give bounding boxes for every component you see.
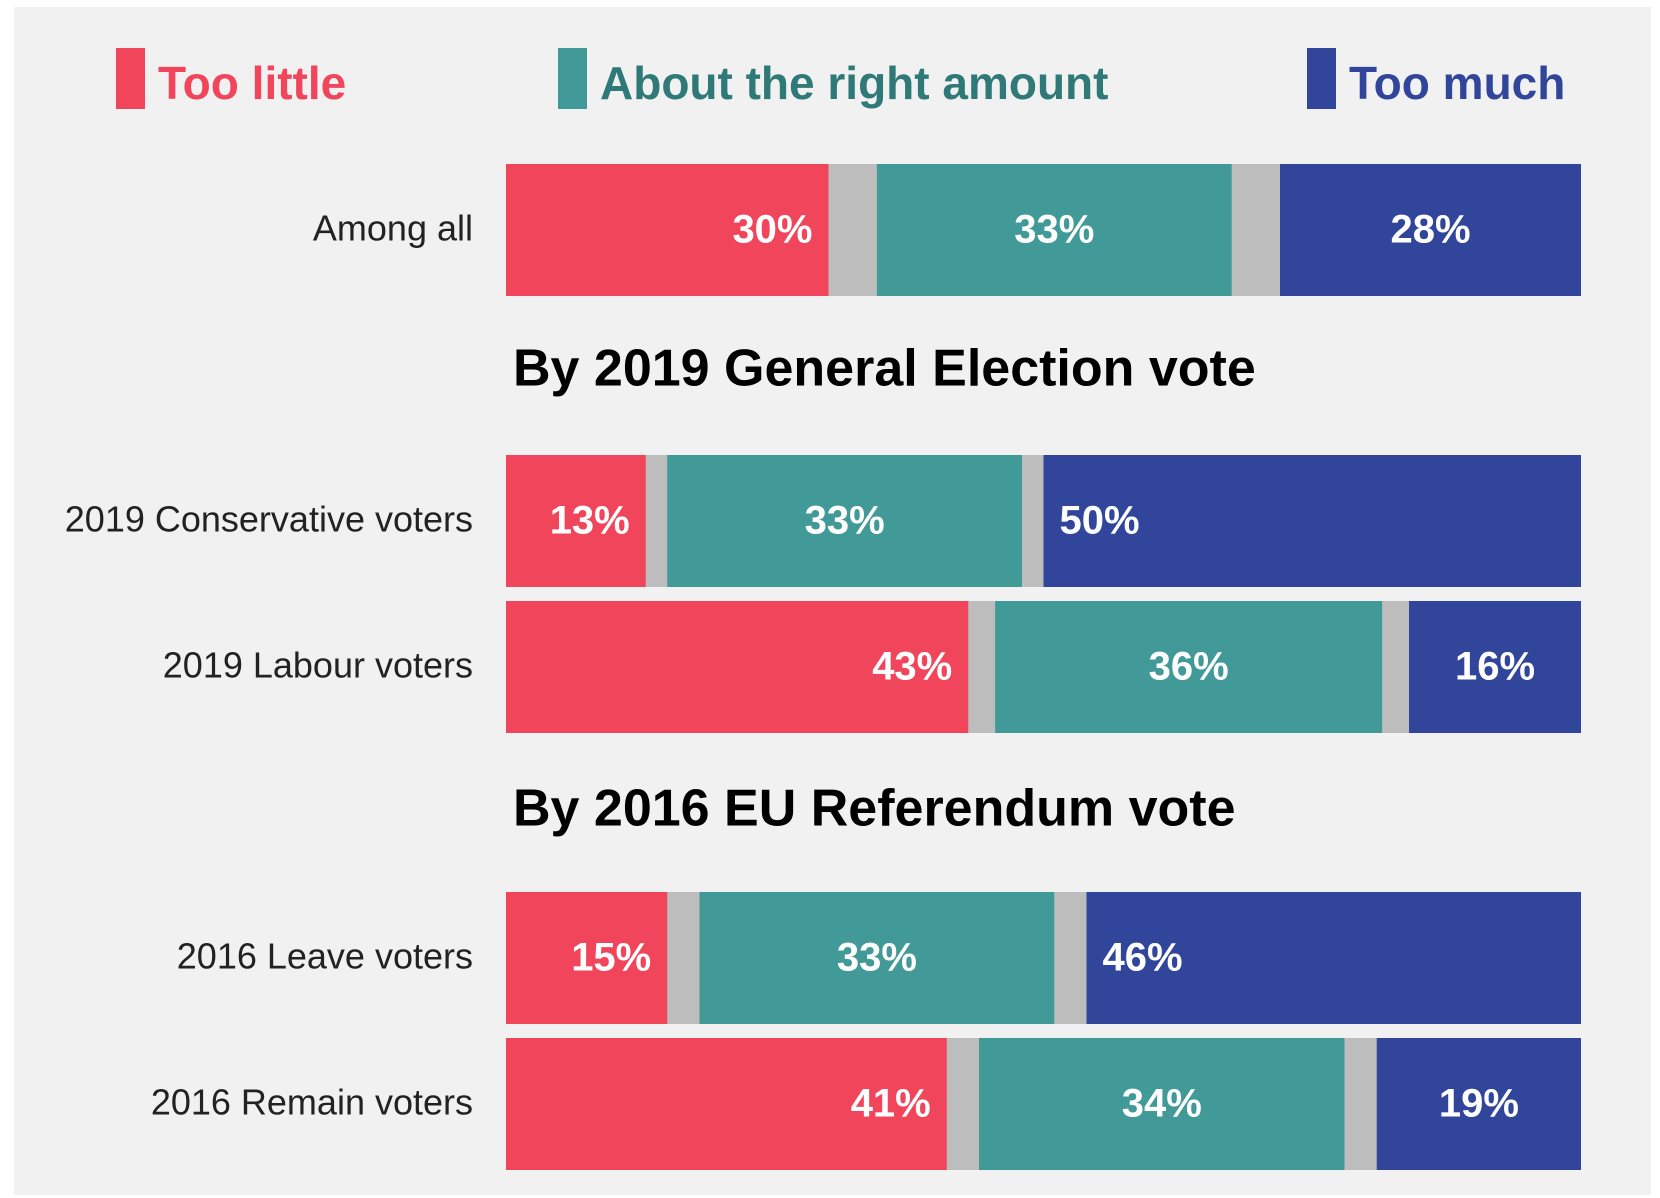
data-label: 15%	[571, 936, 651, 980]
data-label: 33%	[837, 936, 917, 980]
group-heading: By 2016 EU Referendum vote	[513, 780, 1236, 838]
bar-about-right	[699, 892, 1055, 1024]
category-label: 2016 Leave voters	[177, 936, 473, 977]
data-label: 16%	[1455, 645, 1535, 689]
data-label: 28%	[1390, 208, 1470, 252]
bar-row: 2019 Conservative voters 13% 33% 50%	[65, 455, 1581, 587]
bar-about-right	[876, 164, 1232, 296]
bar-too-much	[1409, 601, 1581, 733]
data-label: 46%	[1103, 936, 1183, 980]
bar-about-right	[995, 601, 1383, 733]
group-heading: By 2019 General Election vote	[513, 340, 1256, 398]
data-label: 33%	[805, 499, 885, 543]
legend-item-too_much: Too much	[1307, 48, 1565, 109]
data-label: 41%	[851, 1082, 931, 1126]
legend-item-too_little: Too little	[116, 48, 346, 109]
legend-label: Too much	[1349, 57, 1565, 109]
data-label: 36%	[1149, 645, 1229, 689]
bar-about-right	[979, 1038, 1345, 1170]
bar-too-much	[1086, 892, 1581, 1024]
category-label: Among all	[313, 208, 473, 249]
data-label: 34%	[1122, 1082, 1202, 1126]
category-label: 2019 Labour voters	[163, 645, 473, 686]
data-label: 43%	[872, 645, 952, 689]
legend-swatch	[1307, 48, 1336, 109]
data-label: 13%	[550, 499, 630, 543]
bar-too-little	[506, 455, 646, 587]
category-label: 2019 Conservative voters	[65, 499, 473, 540]
bar-about-right	[667, 455, 1022, 587]
data-label: 19%	[1439, 1082, 1519, 1126]
bar-too-much	[1043, 455, 1581, 587]
bar-too-little	[506, 1038, 947, 1170]
legend-label: Too little	[158, 57, 346, 109]
bar-row: 2016 Leave voters 15% 33% 46%	[177, 892, 1581, 1024]
bar-row: 2019 Labour voters 43% 36% 16%	[163, 601, 1581, 733]
legend-swatch	[558, 48, 587, 109]
category-label: 2016 Remain voters	[151, 1082, 473, 1123]
bar-too-much	[1280, 164, 1581, 296]
legend-item-about_right: About the right amount	[558, 48, 1108, 109]
bar-too-little	[506, 164, 829, 296]
legend-swatch	[116, 48, 145, 109]
data-label: 50%	[1060, 499, 1140, 543]
data-label: 30%	[732, 208, 812, 252]
bar-too-much	[1376, 1038, 1581, 1170]
legend-label: About the right amount	[600, 57, 1108, 109]
bar-too-little	[506, 601, 969, 733]
bar-row: 2016 Remain voters 41% 34% 19%	[151, 1038, 1581, 1170]
bar-too-little	[506, 892, 668, 1024]
bar-row: Among all 30% 33% 28%	[313, 164, 1581, 296]
data-label: 33%	[1014, 208, 1094, 252]
